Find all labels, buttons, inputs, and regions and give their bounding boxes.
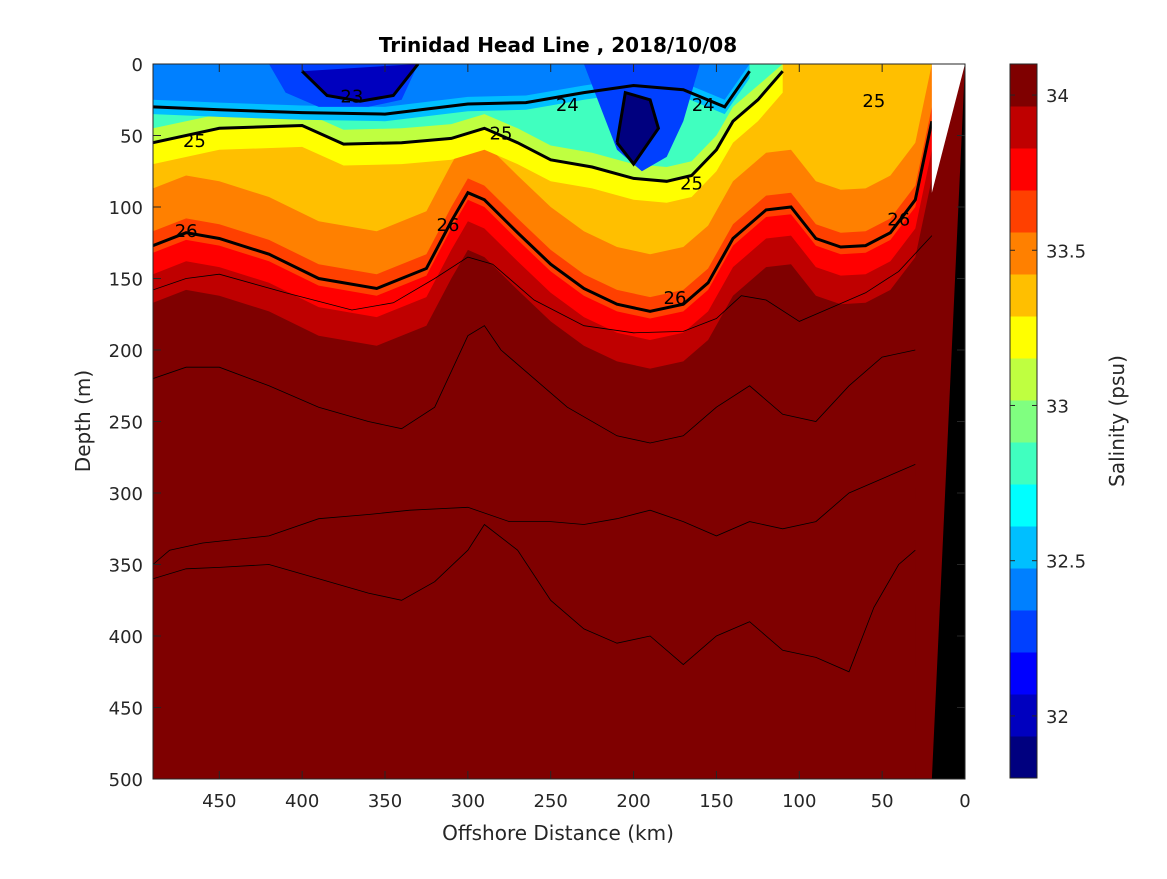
colorbar-tick-label: 32 xyxy=(1046,707,1069,728)
isopycnal-3 xyxy=(301,64,420,103)
contour-label-2: 24 xyxy=(692,95,715,116)
colorbar-tick-label: 32.5 xyxy=(1046,552,1086,573)
salinity-core-center xyxy=(617,92,659,165)
y-tick-label: 450 xyxy=(109,699,143,720)
salinity-isoline-1 xyxy=(153,325,916,444)
x-tick-label: 50 xyxy=(871,791,894,812)
colorbar-segment xyxy=(1010,148,1037,191)
x-tick-label: 200 xyxy=(616,791,650,812)
colorbar-segment xyxy=(1010,274,1037,317)
y-tick-label: 500 xyxy=(109,770,143,791)
colorbar-segment xyxy=(1010,610,1037,653)
colorbar-segment xyxy=(1010,694,1037,737)
contour-label-0: 23 xyxy=(340,86,363,107)
isopycnal-2 xyxy=(153,120,934,313)
x-tick-label: 300 xyxy=(451,791,485,812)
colorbar-segment xyxy=(1010,484,1037,527)
contour-label-6: 25 xyxy=(862,91,885,112)
y-tick-label: 0 xyxy=(132,55,143,76)
contour-label-7: 26 xyxy=(175,221,198,242)
contour-label-5: 25 xyxy=(680,174,703,195)
x-tick-label: 450 xyxy=(202,791,236,812)
colorbar-segment xyxy=(1010,736,1037,779)
colorbar-segment xyxy=(1010,106,1037,149)
x-tick-label: 250 xyxy=(534,791,568,812)
salinity-isoline-2 xyxy=(153,523,916,673)
isopycnal-4 xyxy=(615,90,661,167)
x-tick-label: 350 xyxy=(368,791,402,812)
y-tick-label: 50 xyxy=(120,127,143,148)
colorbar-tick-label: 33 xyxy=(1046,396,1069,417)
colorbar-frame xyxy=(1009,63,1038,779)
contour-label-10: 26 xyxy=(887,209,910,230)
salinity-band-deep xyxy=(153,464,916,779)
colorbar-segment xyxy=(1010,190,1037,233)
chart-title: Trinidad Head Line , 2018/10/08 xyxy=(379,33,737,57)
colorbar: 32 32.5 33 33.5 34 xyxy=(1009,63,1086,779)
isopycnal-0 xyxy=(153,70,751,116)
y-tick-label: 300 xyxy=(109,484,143,505)
no-data-nearshore xyxy=(931,64,965,193)
colorbar-segment xyxy=(1010,64,1037,107)
salinity-core-offshore xyxy=(302,64,419,102)
seafloor xyxy=(931,64,965,779)
salinity-isoline-3 xyxy=(153,464,916,565)
colorbar-tick-label: 34 xyxy=(1046,86,1069,107)
y-axis: 0 50 100 150 200 250 300 350 400 450 500 xyxy=(109,55,965,791)
colorbar-segment xyxy=(1010,358,1037,401)
colorbar-segment xyxy=(1010,232,1037,275)
x-tick-label: 0 xyxy=(959,791,970,812)
colorbar-segment xyxy=(1010,652,1037,695)
x-tick-label: 100 xyxy=(782,791,816,812)
contour-label-9: 26 xyxy=(664,288,687,309)
plot-area: 23 24 24 25 25 25 25 26 26 26 26 xyxy=(153,64,965,779)
colorbar-label: Salinity (psu) xyxy=(1105,355,1129,487)
salinity-core-0 xyxy=(153,64,700,172)
contour-label-4: 25 xyxy=(490,124,513,145)
colorbar-segment xyxy=(1010,526,1037,569)
colorbar-segment xyxy=(1010,442,1037,485)
x-axis: 450 400 350 300 250 200 150 100 50 0 xyxy=(202,64,971,812)
colorbar-segment xyxy=(1010,400,1037,443)
isopycnal-1 xyxy=(153,70,784,183)
y-tick-label: 250 xyxy=(109,413,143,434)
y-tick-label: 350 xyxy=(109,556,143,577)
x-tick-label: 400 xyxy=(285,791,319,812)
x-tick-label: 150 xyxy=(699,791,733,812)
x-axis-label: Offshore Distance (km) xyxy=(442,821,674,845)
y-axis-label: Depth (m) xyxy=(71,370,95,472)
salinity-isoline-0 xyxy=(153,235,933,334)
colorbar-tick-label: 33.5 xyxy=(1046,241,1086,262)
y-tick-label: 150 xyxy=(109,270,143,291)
contour-label-1: 24 xyxy=(556,95,579,116)
y-tick-label: 400 xyxy=(109,627,143,648)
colorbar-segment xyxy=(1010,316,1037,359)
y-tick-label: 200 xyxy=(109,341,143,362)
colorbar-segment xyxy=(1010,568,1037,611)
contour-label-8: 26 xyxy=(437,215,460,236)
contour-label-3: 25 xyxy=(183,131,206,152)
y-tick-label: 100 xyxy=(109,198,143,219)
